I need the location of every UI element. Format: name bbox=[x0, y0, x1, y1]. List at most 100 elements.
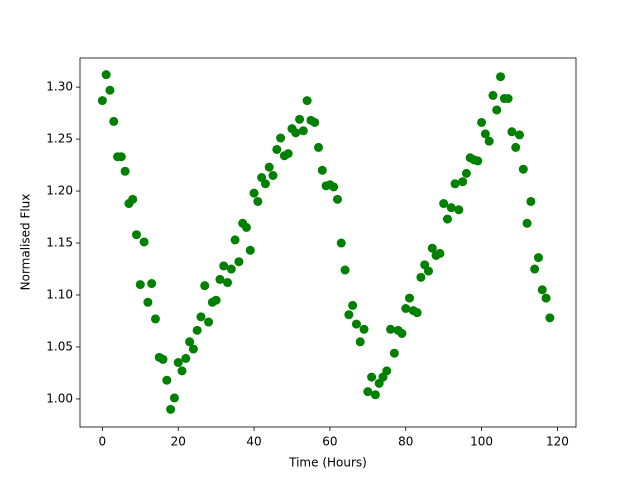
point bbox=[473, 156, 483, 166]
point bbox=[230, 235, 240, 245]
point bbox=[143, 297, 153, 307]
point bbox=[245, 245, 255, 255]
point bbox=[416, 272, 426, 282]
point bbox=[283, 149, 293, 159]
point bbox=[336, 238, 346, 248]
point bbox=[446, 203, 456, 213]
point bbox=[511, 142, 521, 152]
point bbox=[147, 279, 157, 289]
point bbox=[503, 94, 513, 104]
point bbox=[234, 257, 244, 267]
point bbox=[116, 152, 126, 162]
point bbox=[526, 196, 536, 206]
point bbox=[226, 264, 236, 274]
point bbox=[488, 90, 498, 100]
point bbox=[166, 404, 176, 414]
point bbox=[253, 196, 263, 206]
point bbox=[439, 199, 449, 209]
point bbox=[427, 243, 437, 253]
point bbox=[317, 165, 327, 175]
y-tick-label: 1.25 bbox=[46, 132, 73, 146]
point bbox=[272, 144, 282, 154]
point bbox=[382, 366, 392, 376]
point bbox=[139, 237, 149, 247]
point bbox=[329, 182, 339, 192]
point bbox=[351, 319, 361, 329]
point bbox=[173, 358, 183, 368]
point bbox=[344, 310, 354, 320]
point bbox=[442, 214, 452, 224]
point bbox=[223, 278, 233, 288]
point bbox=[150, 314, 160, 324]
y-tick-label: 1.10 bbox=[46, 287, 73, 301]
point bbox=[458, 177, 468, 187]
y-axis-label: Normalised Flux bbox=[19, 194, 33, 291]
point bbox=[537, 285, 547, 295]
point bbox=[268, 170, 278, 180]
point bbox=[435, 248, 445, 258]
point bbox=[389, 348, 399, 358]
point bbox=[522, 218, 532, 228]
point bbox=[480, 129, 490, 139]
point bbox=[477, 117, 487, 127]
point bbox=[348, 300, 358, 310]
x-tick-label: 40 bbox=[246, 435, 261, 449]
point bbox=[412, 308, 422, 318]
point bbox=[109, 116, 119, 126]
point bbox=[454, 205, 464, 215]
y-tick-label: 1.05 bbox=[46, 339, 73, 353]
point bbox=[135, 280, 145, 290]
point bbox=[541, 293, 551, 303]
point bbox=[276, 133, 286, 143]
point bbox=[507, 127, 517, 137]
point bbox=[461, 168, 471, 178]
point bbox=[211, 295, 221, 305]
point bbox=[405, 293, 415, 303]
y-tick-label: 1.20 bbox=[46, 184, 73, 198]
point bbox=[370, 390, 380, 400]
point bbox=[340, 265, 350, 275]
point bbox=[310, 117, 320, 127]
point bbox=[314, 142, 324, 152]
point bbox=[196, 312, 206, 322]
x-tick-label: 0 bbox=[99, 435, 107, 449]
point bbox=[496, 72, 506, 82]
point bbox=[492, 105, 502, 115]
point bbox=[423, 266, 433, 276]
point bbox=[514, 130, 524, 140]
x-tick-label: 100 bbox=[470, 435, 493, 449]
point bbox=[302, 96, 312, 106]
y-tick-label: 1.00 bbox=[46, 391, 73, 405]
point bbox=[158, 354, 168, 364]
point bbox=[120, 166, 130, 176]
point bbox=[219, 261, 229, 271]
point bbox=[204, 317, 214, 327]
point bbox=[215, 274, 225, 284]
point bbox=[545, 313, 555, 323]
point bbox=[367, 372, 377, 382]
point bbox=[355, 337, 365, 347]
point bbox=[484, 136, 494, 146]
point bbox=[518, 164, 528, 174]
y-tick-label: 1.15 bbox=[46, 236, 73, 250]
point bbox=[177, 366, 187, 376]
point bbox=[200, 281, 210, 291]
point bbox=[533, 253, 543, 263]
point bbox=[97, 96, 107, 106]
x-axis-label: Time (Hours) bbox=[288, 456, 367, 470]
point bbox=[291, 128, 301, 138]
x-tick-label: 60 bbox=[322, 435, 337, 449]
point bbox=[105, 85, 115, 95]
point bbox=[181, 353, 191, 363]
point bbox=[397, 328, 407, 338]
point bbox=[359, 324, 369, 334]
x-tick-label: 20 bbox=[171, 435, 186, 449]
point bbox=[188, 344, 198, 354]
point bbox=[386, 324, 396, 334]
point bbox=[530, 264, 540, 274]
x-tick-label: 120 bbox=[546, 435, 569, 449]
point bbox=[363, 387, 373, 397]
point bbox=[264, 162, 274, 172]
